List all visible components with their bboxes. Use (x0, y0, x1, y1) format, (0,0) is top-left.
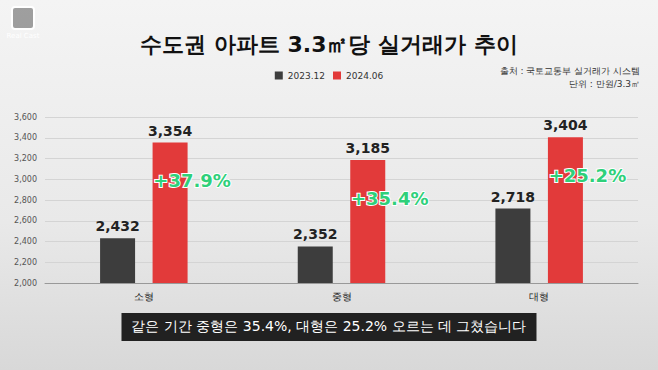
svg-text:2,352: 2,352 (293, 226, 337, 242)
svg-text:2023.12: 2023.12 (288, 71, 325, 81)
svg-text:2024.06: 2024.06 (346, 71, 383, 81)
svg-text:2,800: 2,800 (14, 196, 37, 205)
svg-text:2,400: 2,400 (14, 237, 37, 246)
svg-text:2,600: 2,600 (14, 216, 37, 225)
svg-text:3,354: 3,354 (148, 123, 193, 139)
svg-text:2,000: 2,000 (14, 279, 37, 288)
svg-text:3,000: 3,000 (14, 175, 37, 184)
svg-text:수도권 아파트 3.3㎡당 실거래가 추이: 수도권 아파트 3.3㎡당 실거래가 추이 (140, 32, 518, 57)
svg-text:+35.4%: +35.4% (351, 188, 429, 209)
svg-text:+25.2%: +25.2% (549, 165, 627, 186)
svg-text:+37.9%: +37.9% (153, 170, 231, 191)
svg-text:3,400: 3,400 (14, 133, 37, 142)
svg-text:소형: 소형 (134, 291, 154, 302)
svg-text:2,718: 2,718 (491, 189, 535, 205)
svg-text:출처 : 국토교통부 실거래가 시스템: 출처 : 국토교통부 실거래가 시스템 (500, 66, 640, 76)
svg-text:3,404: 3,404 (543, 117, 588, 133)
html-text:Real Cast: Real Cast (6, 32, 40, 40)
html-text:같은 기간 중형은 35.4%, 대형은 25.2% 오르는: 같은 기간 중형은 35.4%, 대형은 25.2% 오르는 데 그쳤습니다 (131, 318, 527, 334)
svg-text:2,432: 2,432 (95, 218, 139, 234)
svg-text:대형: 대형 (529, 291, 549, 302)
svg-text:3,600: 3,600 (14, 113, 37, 122)
svg-text:2,200: 2,200 (14, 258, 37, 267)
svg-text:중형: 중형 (332, 291, 352, 302)
svg-text:3,200: 3,200 (14, 154, 37, 163)
svg-text:단위 : 만원/3.3㎡: 단위 : 만원/3.3㎡ (569, 79, 640, 89)
svg-text:3,185: 3,185 (346, 140, 390, 156)
